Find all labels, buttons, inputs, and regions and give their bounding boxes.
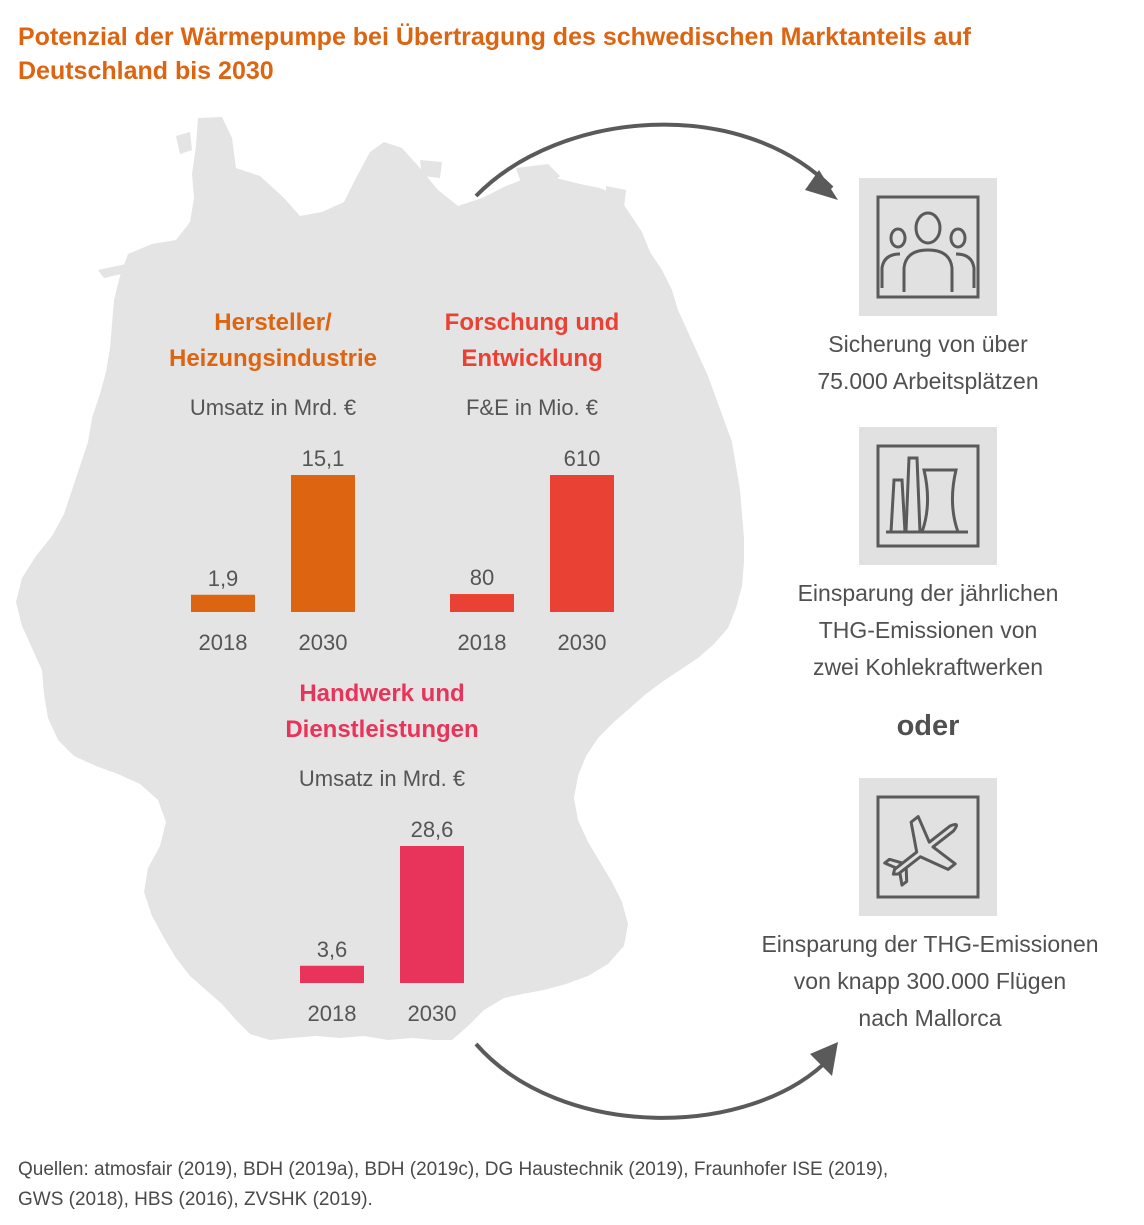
- bar-2030: [291, 475, 355, 612]
- bar-chart-handwerk: 3,6 2018 28,6 2030: [300, 817, 464, 1026]
- chart-title-line: Handwerk und: [299, 680, 465, 707]
- top-arrow: [474, 122, 834, 198]
- effect-text-line: nach Mallorca: [858, 1005, 1002, 1031]
- source-line: Quellen: atmosfair (2019), BDH (2019a), …: [18, 1159, 889, 1180]
- effect-text-line: THG-Emissionen von: [818, 617, 1038, 643]
- map-island: [420, 160, 442, 178]
- effect-text-line: Sicherung von über: [828, 331, 1028, 357]
- top-arrow-head: [805, 170, 838, 200]
- category-label: 2018: [458, 630, 507, 655]
- category-label: 2030: [299, 630, 348, 655]
- category-label: 2018: [199, 630, 248, 655]
- category-label: 2030: [408, 1001, 457, 1026]
- bar-value-label: 1,9: [208, 566, 239, 591]
- unit-label-handwerk: Umsatz in Mrd. €: [298, 766, 466, 791]
- bar-2018: [300, 965, 364, 983]
- germany-map: [16, 117, 744, 1040]
- bar-value-label: 15,1: [302, 446, 345, 471]
- unit-label-hersteller: Umsatz in Mrd. €: [189, 395, 357, 420]
- effect-text-line: Einsparung der THG-Emissionen: [761, 931, 1099, 957]
- page-title-line-2: Deutschland bis 2030: [18, 57, 274, 85]
- map-island: [136, 248, 168, 262]
- bar-2018: [450, 594, 514, 612]
- effect-text-line: zwei Kohlekraftwerken: [812, 654, 1044, 680]
- bar-value-label: 3,6: [317, 937, 348, 962]
- map-island: [516, 164, 560, 192]
- bar-2030: [550, 475, 614, 612]
- chart-title-line: Entwicklung: [461, 345, 603, 372]
- category-label: 2030: [558, 630, 607, 655]
- power-plant-icon: [859, 427, 997, 565]
- bar-chart-forschung: 80 2018 610 2030: [450, 446, 614, 655]
- chart-title-hersteller: Hersteller/ Heizungsindustrie: [123, 305, 423, 377]
- effect-jobs-text: Sicherung von über 75.000 Arbeitsplätzen: [730, 326, 1126, 400]
- airplane-icon: [859, 778, 997, 916]
- effect-text-line: 75.000 Arbeitsplätzen: [817, 368, 1039, 394]
- map-island: [176, 132, 192, 154]
- bar-value-label: 610: [564, 446, 601, 471]
- bottom-arrow: [474, 1042, 832, 1120]
- effect-coal-text: Einsparung der jährlichen THG-Emissionen…: [730, 575, 1126, 686]
- source-note: Quellen: atmosfair (2019), BDH (2019a), …: [18, 1155, 1128, 1215]
- bar-value-label: 28,6: [411, 817, 454, 842]
- chart-title-line: Dienstleistungen: [285, 716, 479, 743]
- source-line: GWS (2018), HBS (2016), ZVSHK (2019).: [18, 1189, 373, 1210]
- chart-title-line: Heizungsindustrie: [168, 345, 378, 372]
- unit-label-forschung: F&E in Mio. €: [465, 395, 599, 420]
- chart-title-forschung: Forschung und Entwicklung: [382, 305, 682, 377]
- chart-title-handwerk: Handwerk und Dienstleistungen: [232, 676, 532, 748]
- page-title: Potenzial der Wärmepumpe bei Übertragung…: [18, 20, 1118, 88]
- page-title-line-1: Potenzial der Wärmepumpe bei Übertragung…: [18, 23, 972, 51]
- map-island: [98, 264, 130, 278]
- category-label: 2018: [308, 1001, 357, 1026]
- bar-value-label: 80: [470, 565, 494, 590]
- separator-oder: oder: [896, 710, 960, 742]
- effect-flights-text: Einsparung der THG-Emissionen von knapp …: [724, 926, 1136, 1037]
- chart-title-line: Hersteller/: [214, 309, 332, 336]
- effect-text-line: von knapp 300.000 Flügen: [793, 968, 1067, 994]
- map-island: [606, 186, 626, 208]
- effect-text-line: Einsparung der jährlichen: [797, 580, 1059, 606]
- bar-2030: [400, 846, 464, 983]
- people-icon: [859, 178, 997, 316]
- bar-2018: [191, 594, 255, 612]
- bottom-arrow-head: [810, 1042, 838, 1076]
- chart-title-line: Forschung und: [444, 309, 620, 336]
- bar-chart-hersteller: 1,9 2018 15,1 2030: [191, 446, 355, 655]
